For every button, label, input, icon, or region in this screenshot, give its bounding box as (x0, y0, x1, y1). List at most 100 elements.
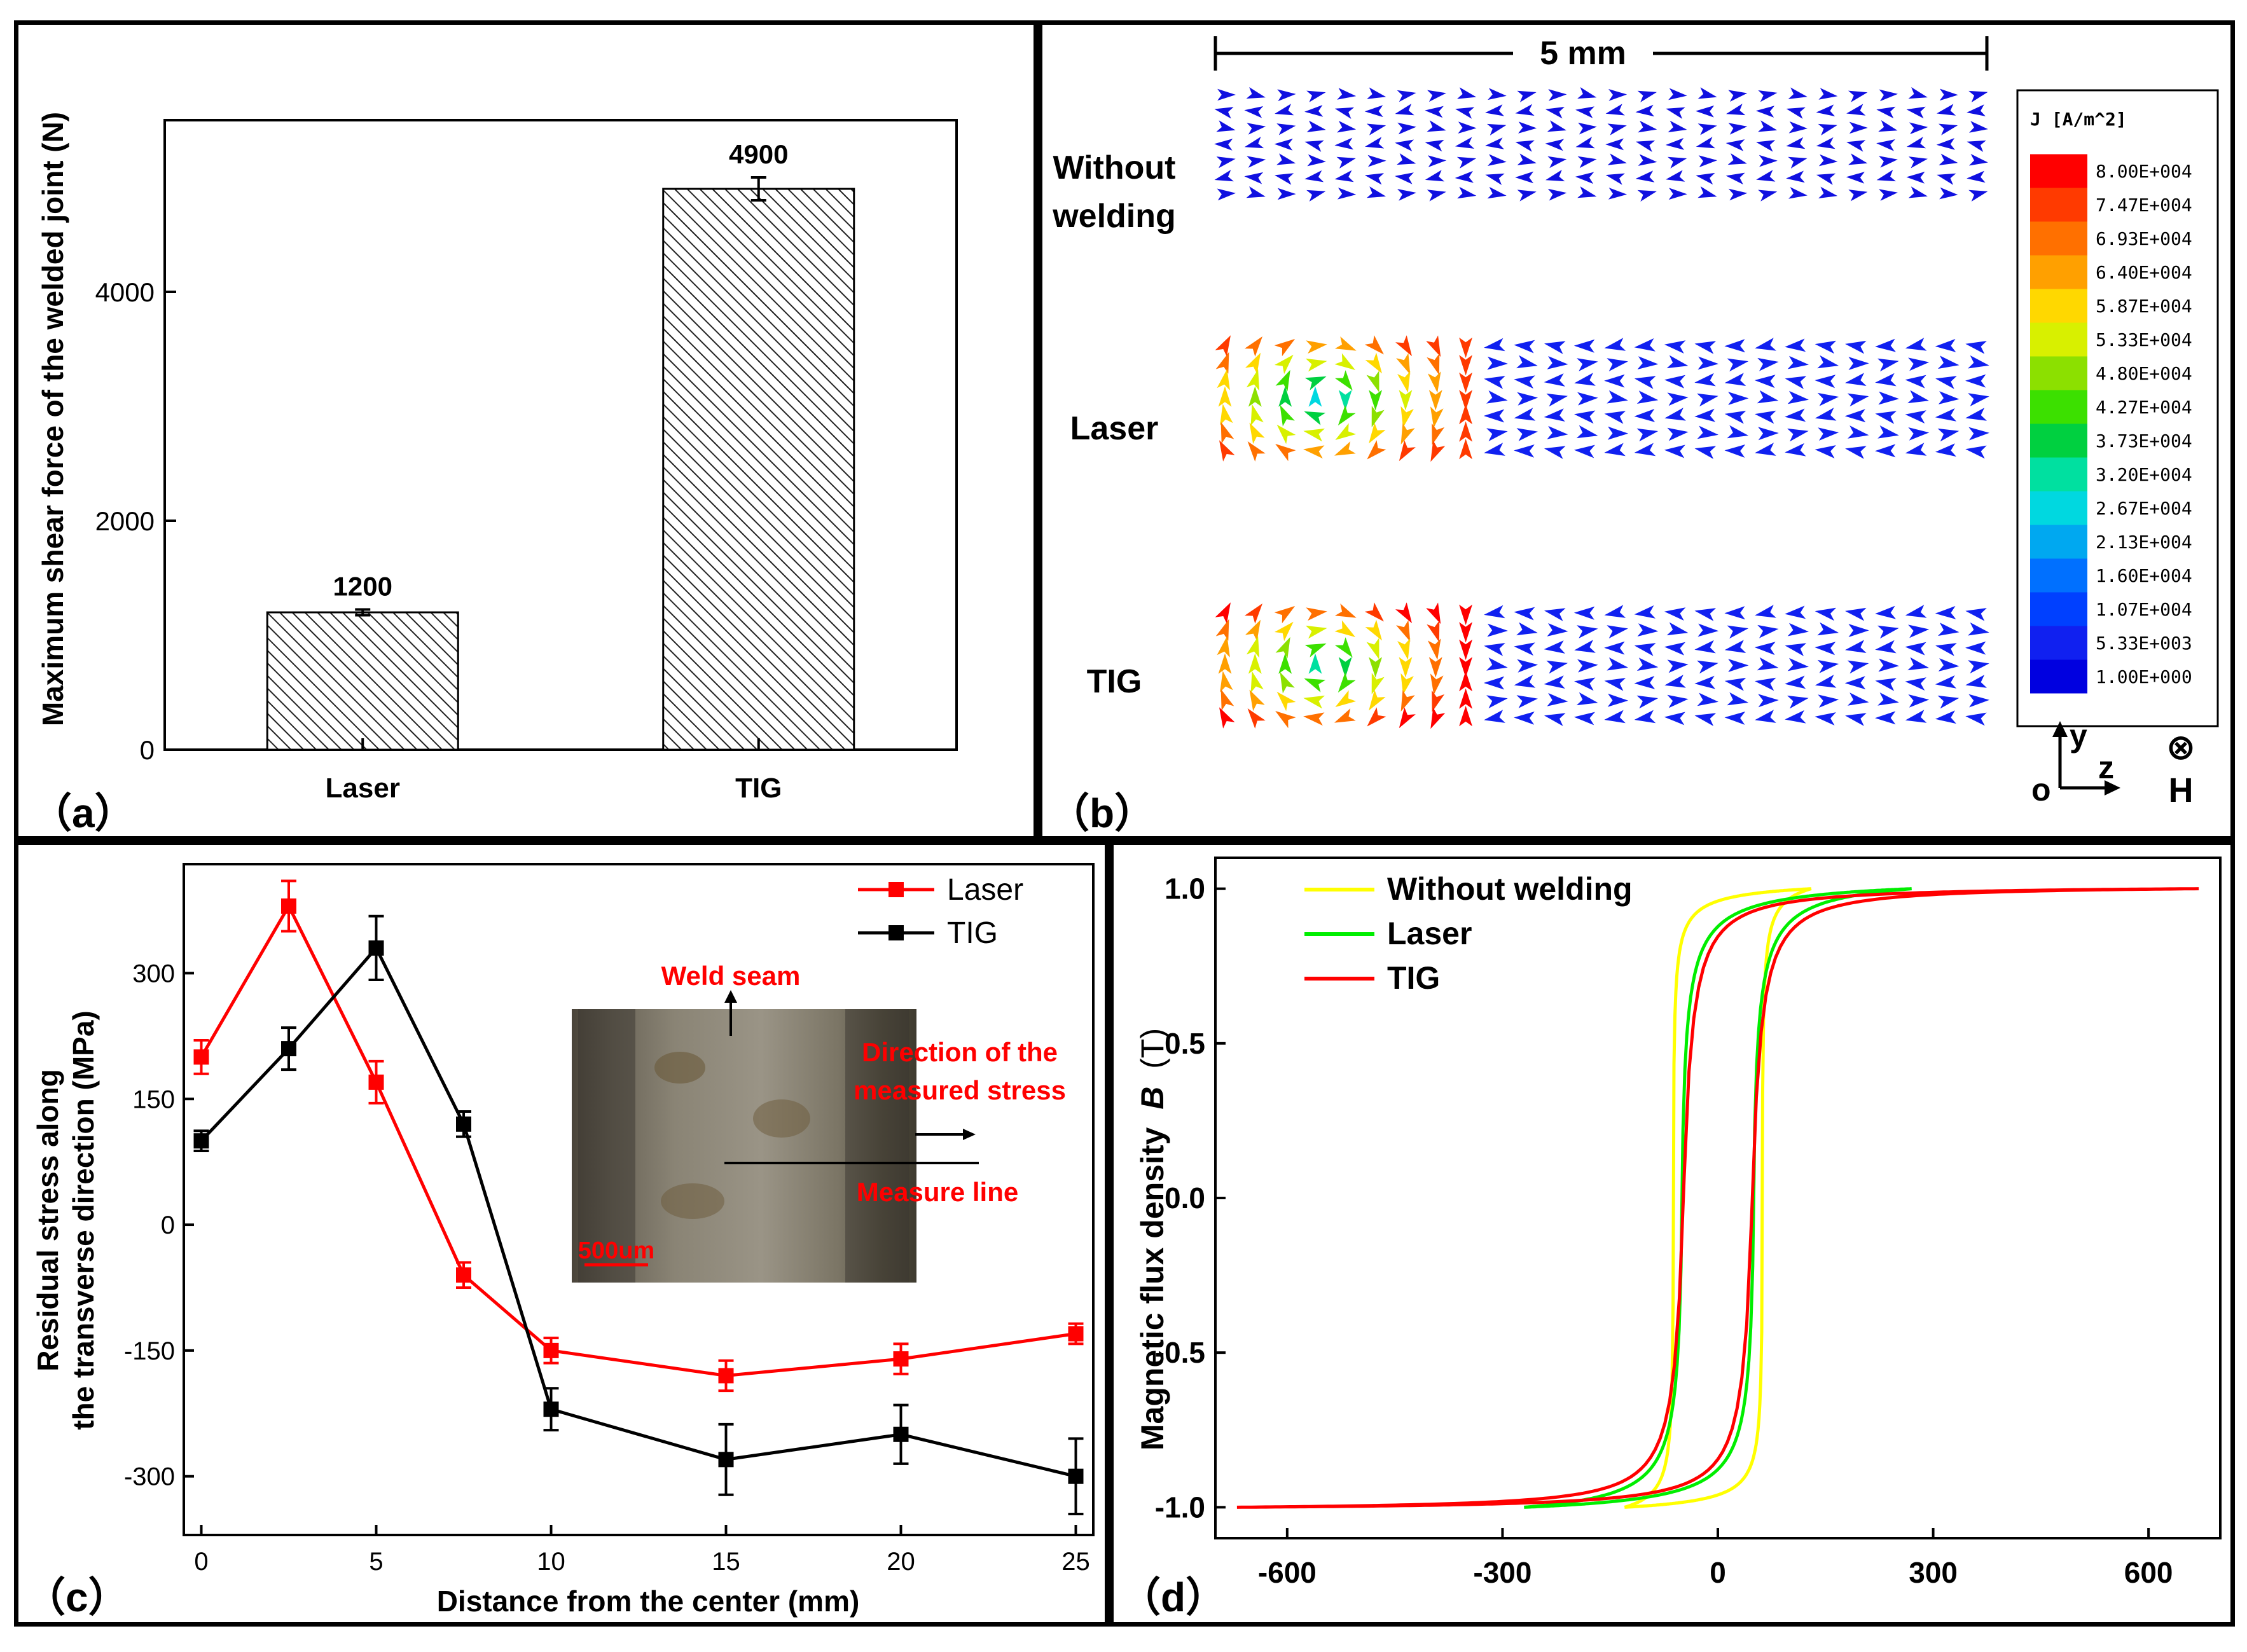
x-tick-label: 5 (369, 1548, 383, 1576)
field-arrow (1573, 712, 1595, 726)
field-arrow (1456, 87, 1477, 99)
field-arrow (1574, 373, 1596, 386)
field-arrow (1483, 676, 1505, 690)
field-arrow (1304, 376, 1327, 390)
field-arrow (1338, 672, 1356, 693)
field-arrow (1664, 712, 1685, 726)
field-arrow (1607, 358, 1628, 371)
field-arrow (1397, 638, 1411, 660)
field-arrow (1968, 189, 1988, 202)
field-arrow (1787, 390, 1809, 404)
field-arrow (1399, 657, 1413, 678)
field-arrow (1575, 172, 1594, 184)
field-arrow (1334, 603, 1357, 618)
field-arrow (1815, 375, 1836, 389)
field-arrow (1276, 123, 1296, 135)
field-arrow (1698, 155, 1718, 167)
field-arrow (1338, 405, 1356, 426)
field-arrow (1275, 369, 1290, 392)
data-label: 4900 (729, 139, 788, 169)
field-arrow (1544, 608, 1566, 621)
field-arrow (1845, 446, 1867, 459)
field-arrow (1697, 393, 1718, 407)
field-arrow (1634, 676, 1656, 689)
field-arrow (1846, 104, 1866, 116)
field-arrow (1544, 408, 1565, 422)
field-arrow (1274, 606, 1296, 624)
field-arrow (1878, 120, 1898, 132)
series-line (200, 902, 1076, 1377)
field-arrow (1697, 425, 1718, 439)
legend-swatch (2030, 221, 2087, 256)
field-arrow (1818, 186, 1838, 198)
panel-label-d: （d） (1120, 1574, 1226, 1620)
y-tick-label: -300 (124, 1463, 175, 1491)
row-label-tig: TIG (1087, 663, 1142, 700)
field-arrow (1517, 659, 1538, 673)
legend-value: 3.73E+004 (2096, 430, 2192, 451)
field-arrow (1334, 441, 1356, 456)
field-arrow (1697, 660, 1718, 674)
field-arrow (1396, 353, 1411, 375)
field-arrow (1965, 712, 1987, 726)
legend-swatch (2030, 592, 2087, 626)
field-arrow (1637, 623, 1659, 637)
plot-frame (183, 863, 1095, 1536)
field-arrow (1303, 695, 1325, 709)
field-arrow (1459, 671, 1472, 692)
field-arrow (1215, 335, 1231, 357)
field-arrow (1395, 104, 1414, 116)
x-tick-label: 300 (1909, 1556, 1958, 1589)
field-arrow (1364, 105, 1383, 118)
field-arrow (1667, 694, 1689, 708)
field-arrow (1399, 440, 1416, 462)
field-arrow (1604, 338, 1626, 351)
field-arrow (1458, 121, 1477, 134)
field-arrow (1939, 123, 1958, 135)
field-arrow (1218, 386, 1232, 407)
field-arrow (1728, 659, 1749, 672)
field-arrow (1608, 188, 1628, 200)
field-arrow (1249, 689, 1265, 712)
field-arrow (1514, 444, 1535, 458)
field-arrow (1877, 425, 1899, 439)
field-arrow (1364, 602, 1384, 622)
micrograph-inset: Weld seam Direction of the measured stre… (572, 961, 1066, 1283)
field-arrow (1667, 427, 1689, 441)
field-arrow (1304, 643, 1327, 657)
field-arrow (1514, 712, 1535, 725)
field-arrow (1694, 713, 1717, 726)
field-arrow (1275, 711, 1296, 729)
field-arrow (1905, 410, 1926, 423)
field-arrow (1545, 170, 1565, 182)
legend-laser: Laser (1387, 916, 1472, 951)
field-arrow (1968, 427, 1989, 441)
field-arrow (1280, 671, 1295, 694)
field-arrow (1786, 107, 1806, 119)
field-arrow (1486, 428, 1508, 441)
x-tick-label: 0 (194, 1548, 208, 1576)
field-arrow (1459, 372, 1472, 393)
field-arrow (1635, 104, 1655, 117)
field-arrow (1488, 88, 1507, 100)
field-arrow (1371, 673, 1385, 694)
field-arrow (1605, 104, 1625, 116)
field-arrow (1667, 659, 1689, 673)
field-arrow (1369, 390, 1383, 411)
field-arrow (1666, 170, 1685, 182)
field-arrow (1425, 139, 1444, 152)
data-point (193, 1049, 209, 1065)
field-arrow (1545, 107, 1565, 119)
field-arrow (1274, 621, 1294, 642)
field-arrow (1726, 104, 1746, 116)
series-line (200, 945, 1077, 1478)
legend-swatch (2030, 659, 2087, 694)
field-arrow (1305, 625, 1327, 639)
field-arrow (1425, 106, 1444, 118)
field-arrow (1816, 137, 1836, 149)
y-tick-label: 0 (161, 1211, 175, 1239)
x-tick-label: 25 (1061, 1548, 1090, 1576)
field-arrow (1304, 170, 1324, 182)
field-arrow (1818, 88, 1838, 100)
field-arrow (1308, 653, 1322, 674)
